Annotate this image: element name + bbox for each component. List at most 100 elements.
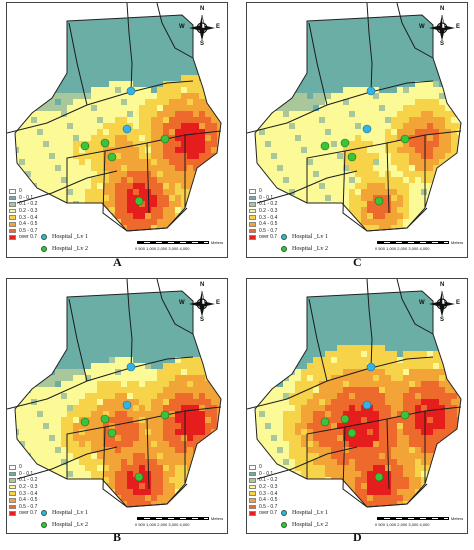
raster-cell bbox=[19, 141, 25, 147]
study-area-outline bbox=[254, 14, 462, 232]
raster-cell bbox=[157, 441, 163, 447]
raster-cell bbox=[91, 417, 97, 423]
raster-cell bbox=[181, 195, 187, 201]
raster-cell bbox=[127, 201, 133, 207]
raster-cell bbox=[373, 183, 379, 189]
raster-cell bbox=[187, 39, 193, 45]
raster-cell bbox=[343, 93, 349, 99]
raster-cell bbox=[43, 363, 49, 369]
raster-cell bbox=[127, 393, 133, 399]
raster-cell bbox=[157, 93, 163, 99]
raster-cell bbox=[337, 111, 343, 117]
raster-cell bbox=[415, 231, 421, 237]
raster-cell bbox=[265, 33, 271, 39]
raster-cell bbox=[307, 111, 313, 117]
raster-cell bbox=[85, 87, 91, 93]
raster-cell bbox=[73, 399, 79, 405]
raster-cell bbox=[421, 111, 427, 117]
raster-cell bbox=[85, 441, 91, 447]
raster-cell bbox=[445, 141, 451, 147]
raster-cell bbox=[55, 63, 61, 69]
raster-cell bbox=[55, 69, 61, 75]
raster-cell bbox=[391, 15, 397, 21]
raster-cell bbox=[289, 87, 295, 93]
raster-cell bbox=[79, 51, 85, 57]
raster-cell bbox=[247, 285, 253, 291]
raster-cell bbox=[223, 129, 228, 135]
raster-cell bbox=[37, 375, 43, 381]
raster-cell bbox=[331, 171, 337, 177]
raster-cell bbox=[145, 303, 151, 309]
raster-cell bbox=[175, 69, 181, 75]
raster-cell bbox=[379, 315, 385, 321]
raster-cell bbox=[157, 309, 163, 315]
raster-cell bbox=[313, 207, 319, 213]
raster-cell bbox=[385, 309, 391, 315]
raster-cell bbox=[133, 279, 139, 285]
raster-cell bbox=[175, 111, 181, 117]
raster-cell bbox=[43, 423, 49, 429]
raster-cell bbox=[67, 399, 73, 405]
raster-cell bbox=[157, 165, 163, 171]
raster-cell bbox=[61, 189, 67, 195]
raster-cell bbox=[49, 159, 55, 165]
raster-cell bbox=[313, 129, 319, 135]
district-boundary-line bbox=[16, 170, 118, 204]
raster-cell bbox=[157, 123, 163, 129]
raster-cell bbox=[121, 171, 127, 177]
raster-cell bbox=[307, 189, 313, 195]
raster-cell bbox=[127, 153, 133, 159]
raster-cell bbox=[199, 459, 205, 465]
raster-cell bbox=[25, 393, 31, 399]
raster-cell bbox=[25, 45, 31, 51]
raster-cell bbox=[205, 81, 211, 87]
raster-cell bbox=[157, 495, 163, 501]
raster-cell bbox=[127, 387, 133, 393]
raster-cell bbox=[445, 171, 451, 177]
raster-cell bbox=[79, 63, 85, 69]
raster-cell bbox=[181, 165, 187, 171]
raster-cell bbox=[133, 207, 139, 213]
raster-cell bbox=[133, 27, 139, 33]
raster-cell bbox=[55, 129, 61, 135]
raster-cell bbox=[73, 285, 79, 291]
raster-cell bbox=[61, 471, 67, 477]
raster-cell bbox=[397, 27, 403, 33]
raster-cell bbox=[289, 165, 295, 171]
raster-cell bbox=[127, 51, 133, 57]
raster-cell bbox=[109, 351, 115, 357]
raster-cell bbox=[55, 453, 61, 459]
raster-cell bbox=[409, 207, 415, 213]
raster-cell bbox=[409, 177, 415, 183]
legend-row: 0.2 - 0.3 bbox=[9, 484, 65, 491]
raster-cell bbox=[25, 27, 31, 33]
raster-cell bbox=[373, 75, 379, 81]
raster-cell bbox=[169, 57, 175, 63]
raster-cell bbox=[301, 183, 307, 189]
legend-row: 0.1 - 0.2 bbox=[9, 477, 65, 484]
raster-cell bbox=[139, 39, 145, 45]
raster-cell bbox=[319, 303, 325, 309]
raster-cell bbox=[85, 477, 91, 483]
raster-cell bbox=[97, 441, 103, 447]
raster-cell bbox=[127, 327, 133, 333]
raster-cell bbox=[463, 225, 468, 231]
raster-cell bbox=[97, 3, 103, 9]
raster-cell bbox=[91, 99, 97, 105]
raster-cell bbox=[289, 15, 295, 21]
accessibility-map bbox=[247, 3, 468, 237]
raster-cell bbox=[121, 189, 127, 195]
raster-cell bbox=[79, 339, 85, 345]
raster-cell bbox=[97, 483, 103, 489]
raster-cell bbox=[187, 21, 193, 27]
raster-cell bbox=[169, 231, 175, 237]
raster-cell bbox=[187, 45, 193, 51]
raster-cell bbox=[15, 21, 19, 27]
raster-cell bbox=[19, 405, 25, 411]
raster-cell bbox=[451, 279, 457, 285]
raster-cell bbox=[79, 93, 85, 99]
raster-cell bbox=[55, 465, 61, 471]
raster-cell bbox=[85, 489, 91, 495]
raster-cell bbox=[49, 33, 55, 39]
raster-cell bbox=[163, 51, 169, 57]
